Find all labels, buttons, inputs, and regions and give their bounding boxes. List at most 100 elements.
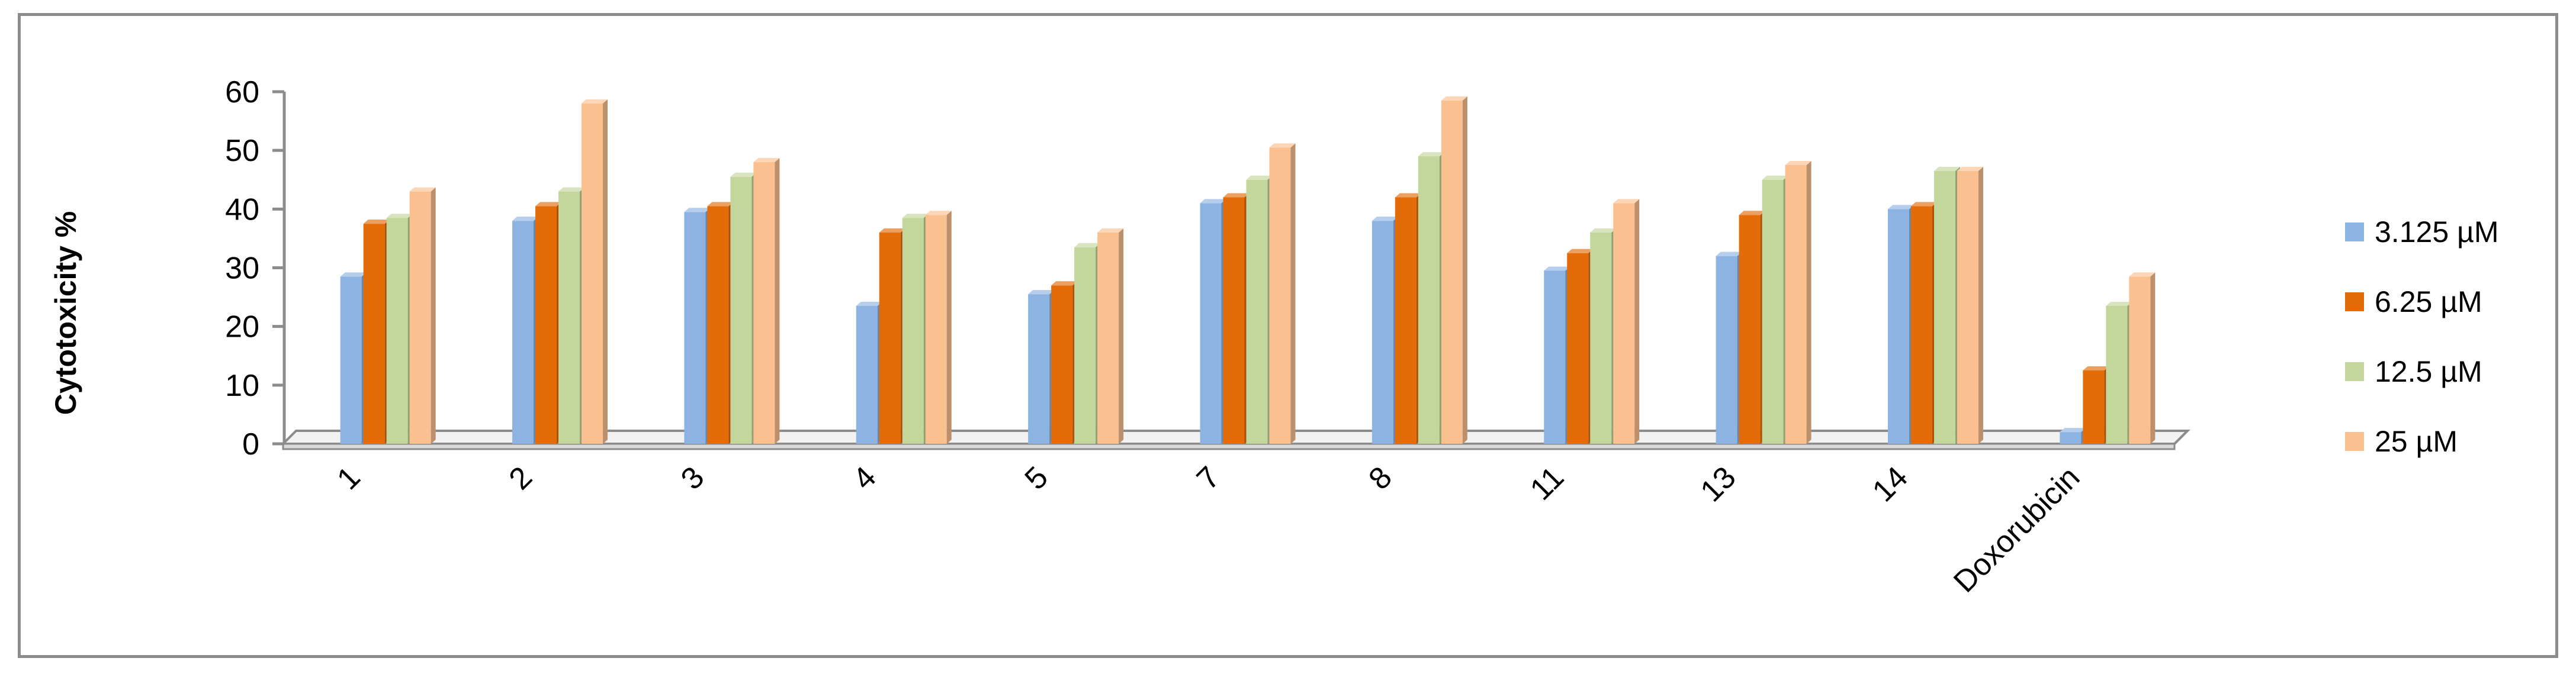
bar (1716, 251, 1742, 444)
x-tick-label: 11 (1524, 460, 1570, 507)
x-tick-label: 13 (1694, 460, 1743, 508)
legend-swatch (2345, 432, 2364, 451)
bar-front (1074, 247, 1096, 444)
legend-item: 6.25 µM (2345, 285, 2482, 318)
bar-front (1028, 294, 1050, 444)
bar-front (582, 103, 603, 444)
bar-top (753, 158, 780, 162)
bar-front (558, 191, 580, 444)
y-axis-title: Cytotoxicity % (49, 211, 82, 415)
bar-front (879, 233, 901, 444)
bar (684, 208, 711, 444)
bar-front (730, 176, 752, 444)
bar (1441, 96, 1467, 444)
bar-side (1806, 160, 1811, 444)
bar-front (925, 215, 947, 444)
bar (409, 187, 436, 444)
legend-swatch (2345, 222, 2364, 241)
y-tick-label: 20 (225, 310, 259, 344)
bar (2060, 428, 2086, 444)
x-tick-label: Doxorubicin (1947, 460, 2086, 599)
bar-front (386, 218, 408, 444)
bar-top (1544, 266, 1570, 271)
bar-top (363, 220, 390, 224)
bar-side (603, 99, 608, 444)
bar-top (1739, 211, 1765, 215)
bar-top (1418, 152, 1444, 157)
bar (2106, 301, 2132, 444)
bar-top (512, 217, 539, 221)
bar-front (1762, 179, 1784, 444)
x-tick-label: 14 (1866, 460, 1915, 508)
y-axis: 0 10 20 30 40 50 60 (225, 75, 286, 462)
bar (753, 158, 780, 444)
y-tick-label: 60 (225, 75, 259, 109)
legend-swatch (2345, 292, 2364, 311)
bar-side (775, 158, 780, 444)
bar (512, 217, 539, 444)
bar-top (1200, 199, 1226, 204)
bar-front (1716, 256, 1737, 444)
bar (1933, 166, 1960, 444)
legend: 3.125 µM 6.25 µM 12.5 µM 25 µM (2345, 215, 2498, 458)
bar (1097, 228, 1124, 444)
bar-top (340, 272, 367, 277)
bar-top (2129, 272, 2156, 277)
bar-top (558, 187, 585, 192)
bar (1269, 143, 1296, 444)
bar-top (1910, 202, 1937, 207)
bar-top (879, 228, 905, 233)
y-tick-label: 30 (225, 251, 259, 286)
bar-front (2060, 432, 2082, 444)
bar-top (856, 301, 882, 306)
bar-side (1978, 166, 1983, 444)
bar-front (1097, 233, 1119, 444)
bar (1957, 166, 1983, 444)
bar-side (1290, 143, 1296, 444)
bar (340, 272, 367, 444)
bar (1246, 175, 1273, 444)
bar-top (1957, 166, 1983, 171)
bar-front (1613, 203, 1635, 444)
bar-top (707, 202, 734, 207)
legend-item: 12.5 µM (2345, 355, 2482, 388)
bar-front (1418, 156, 1440, 444)
y-tick-label: 50 (225, 134, 259, 168)
bar (1739, 211, 1765, 444)
bar (1223, 193, 1250, 444)
bar-top (1269, 143, 1296, 148)
bar (558, 187, 585, 444)
bar-front (902, 218, 924, 444)
bar-top (1051, 281, 1078, 286)
legend-item: 3.125 µM (2345, 215, 2498, 249)
bar-front (1051, 285, 1073, 444)
bar-side (431, 187, 436, 444)
legend-label: 12.5 µM (2375, 355, 2482, 388)
bar-top (1887, 205, 1914, 209)
bar-front (753, 162, 775, 444)
bar-front (2106, 305, 2128, 444)
bar (1200, 199, 1226, 444)
bar-top (1785, 160, 1811, 165)
x-tick-label: 3 (674, 460, 711, 496)
bar-top (902, 214, 929, 218)
bar (2083, 366, 2109, 444)
bar-front (1269, 147, 1291, 444)
bar-top (1762, 175, 1788, 180)
bar-top (730, 172, 757, 177)
bar-front (1441, 100, 1463, 444)
bar (925, 211, 952, 444)
bar (386, 214, 413, 444)
bar-top (1567, 249, 1594, 253)
bar-front (1200, 203, 1222, 444)
bar-front (1590, 233, 1612, 444)
bar (1074, 243, 1101, 444)
bar-top (386, 214, 413, 218)
bar-top (1028, 290, 1055, 295)
bar (902, 214, 929, 444)
bar (1613, 199, 1640, 444)
bar (1395, 193, 1421, 444)
bar (1567, 249, 1594, 444)
bar-side (946, 211, 952, 444)
bar (730, 172, 757, 444)
